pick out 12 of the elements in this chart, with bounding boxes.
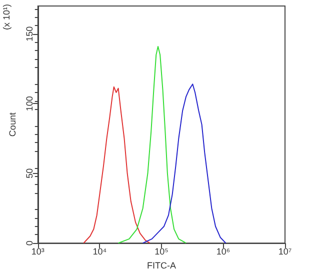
x-tick-label: 10⁵ [154,246,169,257]
x-axis-title: FITC-A [146,260,176,270]
y-tick-label: 0 [24,240,34,246]
y-tick-label: 50 [24,168,34,178]
x-tick-label: 10⁷ [278,246,292,257]
y-axis-title: Count [8,112,18,137]
text: (x 10¹) [2,4,12,30]
y-tick-label: 100 [24,96,34,112]
x-tick-label: 10⁶ [216,246,230,257]
x-tick-label: 10⁴ [92,246,107,257]
y-tick-label: 150 [24,26,34,42]
x-tick-label: 10³ [31,246,44,257]
